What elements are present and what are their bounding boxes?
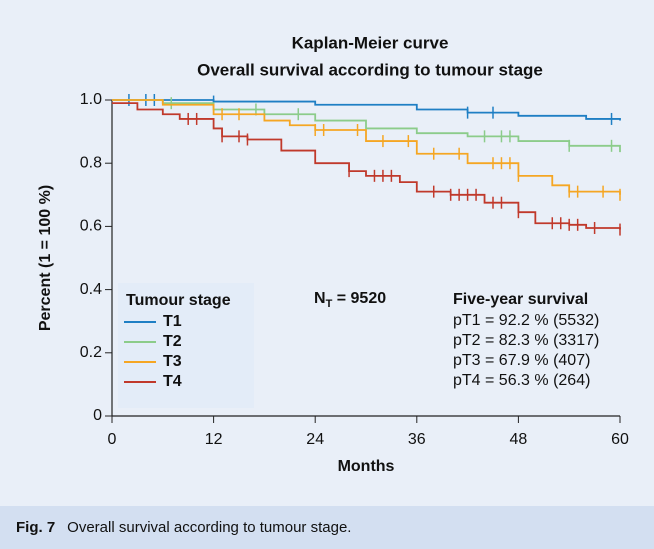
survival-curve (112, 99, 621, 195)
caption-text: Overall survival according to tumour sta… (67, 519, 352, 536)
x-tick-label: 12 (205, 431, 223, 448)
survival-row: pT1 = 92.2 % (5532) (453, 312, 599, 329)
chart-title: Kaplan-Meier curve (292, 33, 449, 52)
legend-label: T2 (163, 333, 182, 350)
x-tick-label: 36 (408, 431, 426, 448)
survival-curve (112, 99, 621, 153)
survival-row: pT4 = 56.3 % (264) (453, 372, 590, 389)
legend-label: T3 (163, 353, 182, 370)
y-tick-label: 0.4 (80, 281, 102, 298)
legend-label: T1 (163, 313, 182, 330)
n-value: = 9520 (332, 290, 386, 307)
x-tick-label: 24 (306, 431, 324, 448)
y-tick-label: 0.2 (80, 344, 102, 361)
survival-title: Five-year survival (453, 291, 588, 308)
caption: Fig. 7 Overall survival according to tumo… (0, 506, 654, 549)
x-axis-label: Months (338, 458, 395, 475)
n-subscript: T (326, 298, 333, 310)
chart: Kaplan-Meier curve Overall survival acco… (37, 33, 629, 475)
x-tick-label: 60 (611, 431, 629, 448)
legend-label: T4 (163, 373, 182, 390)
n-symbol: N (314, 290, 326, 307)
y-tick-label: 0 (93, 407, 102, 424)
x-tick-label: 48 (510, 431, 528, 448)
chart-title: Overall survival according to tumour sta… (197, 60, 543, 79)
legend-title: Tumour stage (126, 292, 231, 309)
survival-row: pT2 = 82.3 % (3317) (453, 332, 599, 349)
y-tick-label: 0.6 (80, 218, 102, 235)
n-total: NT = 9520 (314, 290, 386, 310)
survival-row: pT3 = 67.9 % (407) (453, 352, 590, 369)
caption-label: Fig. 7 (16, 519, 56, 536)
y-tick-label: 1.0 (80, 91, 102, 108)
x-tick-label: 0 (108, 431, 117, 448)
survival-curve (112, 102, 621, 230)
y-tick-label: 0.8 (80, 154, 102, 171)
legend-box (118, 283, 254, 408)
y-axis-label: Percent (1 = 100 %) (37, 185, 54, 331)
